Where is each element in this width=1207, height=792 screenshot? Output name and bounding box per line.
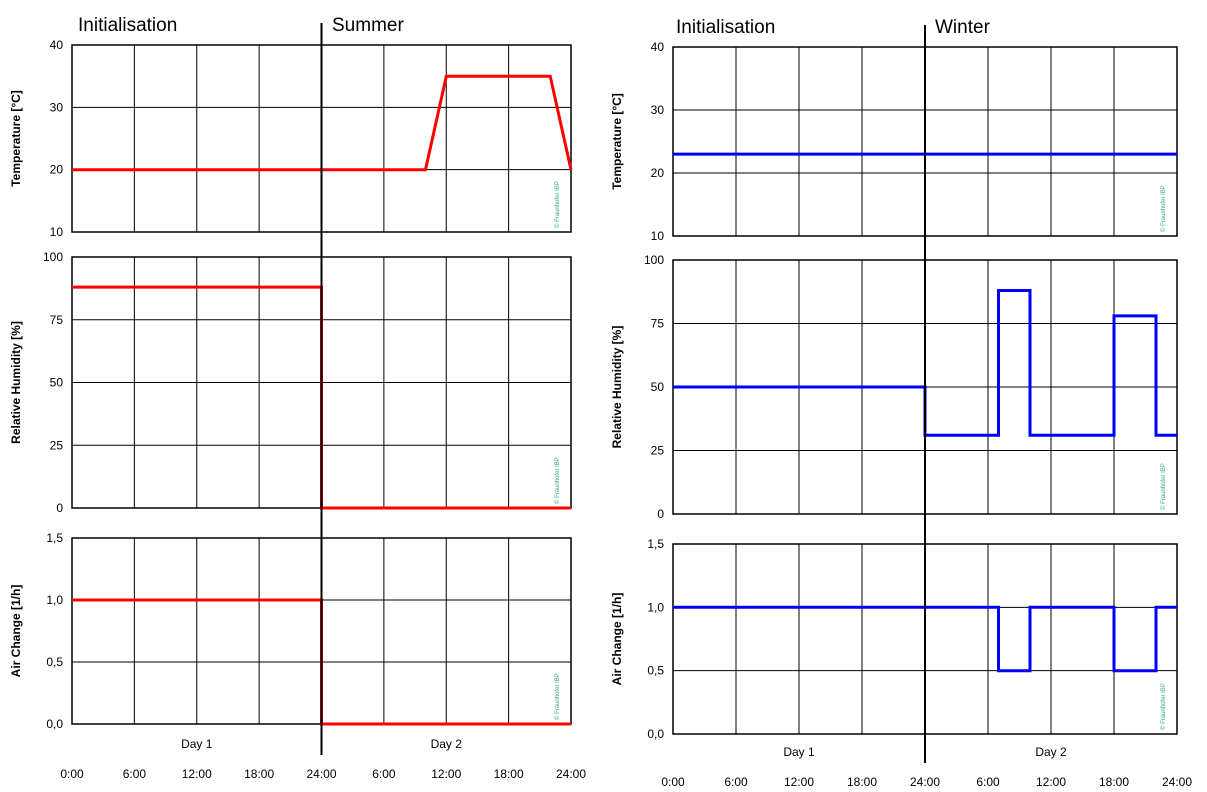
watermark-text: © Fraunhofer IBP — [1160, 185, 1167, 232]
y-tick-label: 40 — [651, 40, 665, 54]
day-label: Day 1 — [181, 737, 213, 751]
y-tick-label: 0,0 — [46, 717, 63, 731]
phase-label-initialisation: Initialisation — [676, 17, 775, 38]
x-tick-label: 24:00 — [1162, 775, 1192, 787]
subplot-0: 10 20 30 40 Temperature [°C] © Fraunhofer IBP — [610, 40, 1178, 243]
y-tick-label: 30 — [50, 100, 64, 114]
y-tick-label: 10 — [50, 225, 64, 239]
y-tick-label: 20 — [651, 166, 665, 180]
watermark-text: © Fraunhofer IBP — [554, 181, 561, 228]
y-tick-label: 1,0 — [46, 593, 63, 607]
phase-label-season: Winter — [935, 17, 991, 38]
x-tick-label: 18:00 — [1099, 775, 1129, 787]
y-tick-label: 0,5 — [647, 664, 664, 678]
chart-panel-right: Initialisation Winter 10 20 30 40 Temperature … — [610, 17, 1192, 789]
chart-panel-left: Initialisation Summer 10 20 30 40 Temperature … — [9, 15, 586, 781]
day-label: Day 2 — [431, 737, 463, 751]
x-tick-label: 0:00 — [60, 767, 84, 781]
x-tick-label: 18:00 — [244, 767, 274, 781]
x-tick-label: 18:00 — [847, 775, 877, 787]
y-tick-label: 100 — [644, 253, 664, 267]
y-axis-label: Relative Humidity [%] — [9, 321, 23, 444]
subplot-2: 0,0 0,5 1,0 1,5 Air Change [1/h] © Fraunhofer… — [9, 531, 572, 731]
x-tick-label: 12:00 — [431, 767, 461, 781]
y-axis-label: Temperature [°C] — [610, 93, 624, 190]
series-line — [673, 605, 1177, 673]
x-tick-label: 6:00 — [976, 775, 1000, 787]
y-axis-label: Relative Humidity [%] — [610, 326, 624, 449]
y-tick-label: 1,5 — [46, 531, 63, 545]
subplot-2: 0,0 0,5 1,0 1,5 Air Change [1/h] © Fraunhofer… — [610, 537, 1178, 741]
watermark-text: © Fraunhofer IBP — [554, 673, 561, 720]
x-tick-label: 0:00 — [661, 775, 685, 787]
x-tick-label: 18:00 — [494, 767, 524, 781]
y-tick-label: 75 — [50, 313, 64, 327]
y-tick-label: 50 — [50, 376, 64, 390]
x-tick-label: 24:00 — [306, 767, 336, 781]
y-tick-label: 0,5 — [46, 655, 63, 669]
watermark-text: © Fraunhofer IBP — [1160, 683, 1167, 730]
y-tick-label: 0 — [657, 507, 664, 521]
x-tick-label: 12:00 — [1036, 775, 1066, 787]
y-tick-label: 0 — [56, 501, 63, 515]
y-tick-label: 25 — [50, 438, 64, 452]
y-axis-label: Air Change [1/h] — [9, 585, 23, 678]
y-tick-label: 10 — [651, 229, 665, 243]
subplot-0: 10 20 30 40 Temperature [°C] © Fraunhofer IBP — [9, 38, 573, 239]
phase-label-season: Summer — [332, 15, 404, 36]
series-line — [72, 74, 573, 172]
y-tick-label: 0,0 — [647, 727, 664, 741]
y-axis-label: Air Change [1/h] — [610, 593, 624, 686]
subplot-1: 0 25 50 75 100 Relative Humidity [%] © Fraunho… — [9, 250, 572, 515]
day-label: Day 2 — [1035, 745, 1067, 759]
y-tick-label: 25 — [651, 444, 665, 458]
subplot-1: 0 25 50 75 100 Relative Humidity [%] © Fraunho… — [610, 253, 1178, 521]
y-tick-label: 75 — [651, 317, 665, 331]
x-tick-label: 24:00 — [556, 767, 586, 781]
watermark-text: © Fraunhofer IBP — [1160, 463, 1167, 510]
x-tick-label: 24:00 — [910, 775, 940, 787]
y-axis-label: Temperature [°C] — [9, 90, 23, 187]
y-tick-label: 50 — [651, 380, 665, 394]
x-tick-label: 6:00 — [123, 767, 147, 781]
phase-label-initialisation: Initialisation — [78, 15, 177, 36]
day-label: Day 1 — [783, 745, 815, 759]
y-tick-label: 20 — [50, 163, 64, 177]
x-tick-label: 12:00 — [784, 775, 814, 787]
y-tick-label: 1,0 — [647, 600, 664, 614]
x-tick-label: 6:00 — [372, 767, 396, 781]
y-tick-label: 30 — [651, 103, 665, 117]
y-tick-label: 40 — [50, 38, 64, 52]
y-tick-label: 100 — [43, 250, 63, 264]
x-tick-label: 12:00 — [182, 767, 212, 781]
x-tick-label: 6:00 — [724, 775, 748, 787]
watermark-text: © Fraunhofer IBP — [554, 457, 561, 504]
y-tick-label: 1,5 — [647, 537, 664, 551]
